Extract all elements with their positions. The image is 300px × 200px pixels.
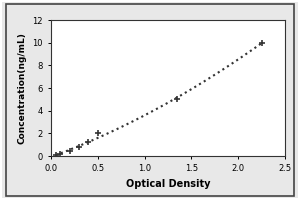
Y-axis label: Concentration(ng/mL): Concentration(ng/mL) — [18, 32, 27, 144]
X-axis label: Optical Density: Optical Density — [126, 179, 210, 189]
